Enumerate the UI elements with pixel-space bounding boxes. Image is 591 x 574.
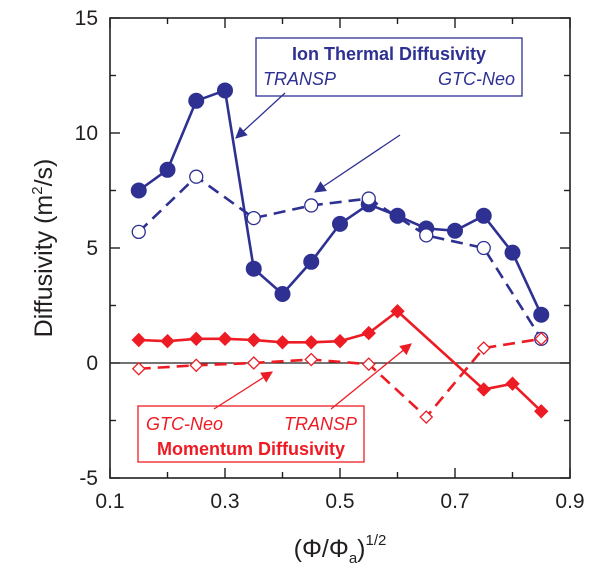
ion-annotation-gtc: GTC-Neo xyxy=(438,69,515,89)
x-tick-label: 0.5 xyxy=(325,490,354,513)
data-point xyxy=(159,161,176,178)
data-point xyxy=(217,331,233,347)
y-axis-ticks: -5 0 5 10 15 xyxy=(75,7,570,490)
x-axis-title: (Φ/Φa)1/2 xyxy=(294,532,387,567)
data-point xyxy=(361,191,376,206)
data-point xyxy=(475,207,492,224)
data-point xyxy=(476,240,491,256)
data-point xyxy=(533,306,550,323)
series-2 xyxy=(131,304,549,419)
data-point xyxy=(447,222,463,239)
data-point xyxy=(160,333,175,349)
data-point xyxy=(476,341,491,355)
y-tick-label: 15 xyxy=(75,7,98,30)
momentum-annotation: GTC-Neo TRANSP Momentum Diffusivity xyxy=(137,343,412,463)
momentum-annotation-title: Momentum Diffusivity xyxy=(157,439,345,459)
data-point xyxy=(246,210,261,226)
data-point xyxy=(361,325,376,341)
y-tick-label: 10 xyxy=(75,122,98,145)
momentum-transp-arrow xyxy=(330,343,412,410)
data-point xyxy=(131,361,146,376)
series-line xyxy=(138,337,542,419)
data-point xyxy=(131,224,146,240)
data-point xyxy=(504,244,521,261)
data-point xyxy=(505,376,520,391)
ion-annotation: Ion Thermal Diffusivity TRANSP GTC-Neo xyxy=(235,37,523,193)
momentum-gtc-arrow xyxy=(213,371,273,410)
data-point xyxy=(245,260,262,277)
data-point xyxy=(274,286,291,302)
ion-gtc-arrow xyxy=(314,134,401,193)
data-point xyxy=(332,215,348,232)
data-point xyxy=(246,356,261,370)
y-tick-label: 5 xyxy=(86,237,98,260)
data-point xyxy=(303,253,320,270)
series-3 xyxy=(131,331,549,424)
data-point xyxy=(304,335,319,350)
data-point xyxy=(304,352,319,367)
data-point xyxy=(217,82,233,99)
y-tick-label: 0 xyxy=(86,352,98,375)
x-tick-label: 0.9 xyxy=(555,490,584,513)
x-tick-label: 0.1 xyxy=(95,490,124,513)
data-point xyxy=(188,92,205,109)
series-1 xyxy=(131,169,549,347)
x-tick-label: 0.7 xyxy=(440,490,469,513)
x-tick-label: 0.3 xyxy=(210,490,239,513)
data-point xyxy=(534,404,549,419)
ion-annotation-transp: TRANSP xyxy=(263,69,336,89)
data-point xyxy=(189,331,204,347)
ion-annotation-box xyxy=(255,37,523,97)
data-point xyxy=(189,169,204,184)
y-axis-title: Diffusivity (m2/s) xyxy=(29,159,58,338)
data-point xyxy=(332,333,348,349)
data-point xyxy=(189,358,204,373)
data-point xyxy=(131,332,146,348)
data-point xyxy=(534,331,549,346)
data-point xyxy=(419,228,434,243)
data-point xyxy=(419,410,434,424)
y-tick-label: -5 xyxy=(79,467,98,490)
data-point xyxy=(390,304,405,319)
ion-transp-arrow xyxy=(235,92,286,139)
data-point xyxy=(275,335,290,350)
series-layer xyxy=(130,82,550,424)
momentum-annotation-box xyxy=(137,405,365,463)
momentum-annotation-gtc: GTC-Neo xyxy=(146,414,223,434)
data-point xyxy=(304,198,319,213)
series-line xyxy=(137,175,543,340)
ion-annotation-title: Ion Thermal Diffusivity xyxy=(292,44,486,64)
data-point xyxy=(130,182,147,199)
x-axis-ticks: 0.1 0.3 0.5 0.7 0.9 xyxy=(95,18,585,513)
data-point xyxy=(476,382,491,397)
data-point xyxy=(246,332,261,348)
data-point xyxy=(361,357,376,372)
momentum-annotation-transp: TRANSP xyxy=(284,414,357,434)
